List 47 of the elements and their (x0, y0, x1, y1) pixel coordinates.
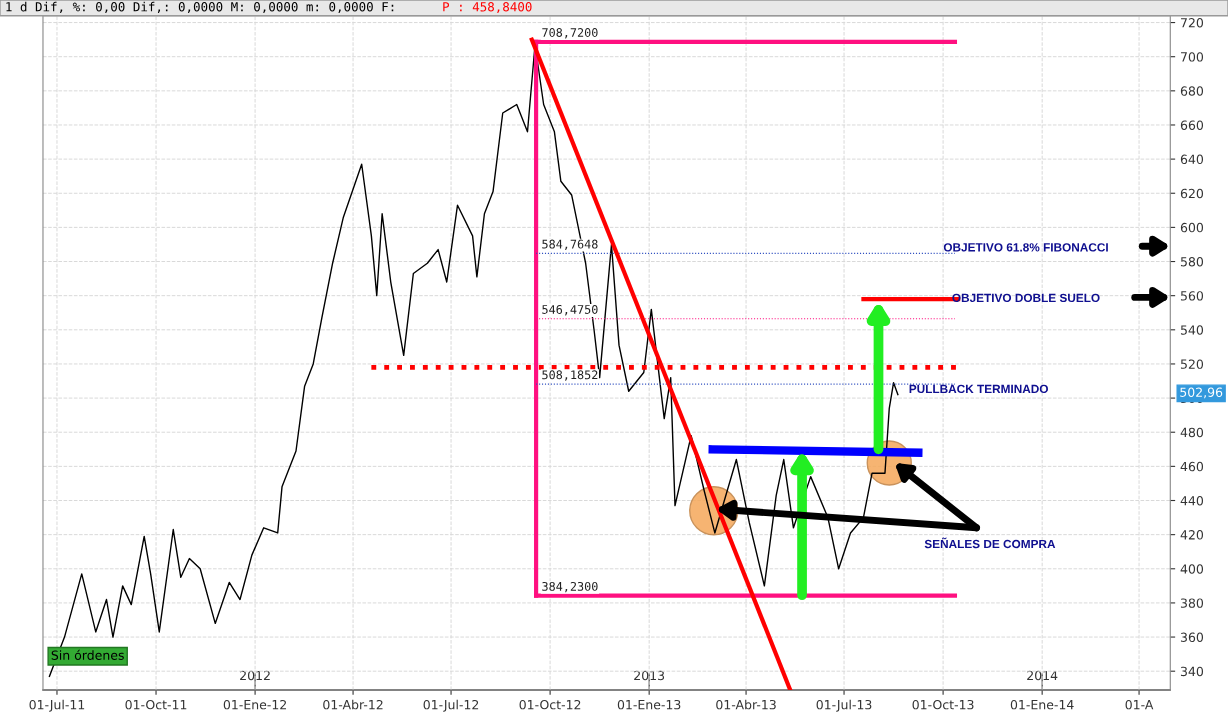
x-tick-label: 01-Ene-13 (617, 699, 681, 710)
y-tick-label: 640 (1180, 154, 1204, 165)
y-tick-label: 660 (1180, 120, 1204, 130)
x-tick-label: 01-Jul-13 (816, 699, 872, 712)
y-tick-label: 360 (1180, 632, 1204, 642)
y-tick-label: 520 (1180, 359, 1204, 369)
x2-tick-label: 2012 (240, 670, 270, 681)
annotation: 508,1852 (542, 370, 598, 381)
y-tick-label: 700 (1181, 52, 1204, 62)
x-tick-label: 01-Oct-11 (125, 699, 187, 710)
y-tick-label: 420 (1180, 530, 1204, 540)
x-tick-label: 01-Abr-13 (716, 699, 776, 710)
x-tick-label: 01-Oct-12 (519, 699, 581, 710)
y-tick-label: 560 (1180, 291, 1204, 301)
x-tick-label: 01-Abr-12 (323, 699, 383, 710)
y-tick-label: 480 (1180, 427, 1204, 438)
annotation: PULLBACK TERMINADO (909, 384, 1048, 394)
x2-tick-label: 2014 (1027, 670, 1058, 681)
chart-subtitle: P : 458,8400 (443, 2, 532, 14)
x-tick-label: 01-Jul-11 (29, 699, 85, 712)
y-tick-label: 680 (1180, 86, 1204, 96)
annotation: OBJETIVO 61.8% FIBONACCI (943, 243, 1108, 252)
x-tick-label: 01-Jul-12 (423, 699, 479, 712)
annotation: Sin órdenes (51, 649, 124, 660)
x-tick-label: 01-Oct-13 (912, 699, 974, 710)
annotation: 584,7648 (542, 239, 598, 251)
annotation: 384,2300 (542, 581, 598, 593)
annotation: 546,4750 (542, 304, 598, 316)
x-tick-label: 01-Ene-14 (1010, 699, 1074, 710)
y-tick-label: 400 (1180, 564, 1204, 574)
text: 502,96 (1180, 387, 1223, 399)
y-tick-label: 620 (1180, 188, 1204, 199)
y-tick-label: 380 (1180, 598, 1204, 608)
x2-tick-label: 2013 (634, 670, 665, 681)
y-tick-label: 340 (1180, 666, 1204, 677)
annotation: OBJETIVO DOBLE SUELO (952, 293, 1100, 303)
annotation: 708,7200 (542, 28, 598, 39)
y-tick-label: 580 (1180, 257, 1204, 267)
y-tick-label: 600 (1180, 222, 1204, 233)
x-tick-label: 01-Ene-12 (223, 699, 287, 710)
x-tick-label: 01-A (1125, 699, 1154, 710)
y-tick-label: 720 (1181, 18, 1204, 28)
annotation: SEÑALES DE COMPRA (924, 537, 1056, 549)
y-tick-label: 440 (1180, 495, 1204, 506)
chart-title: 1 d Dif, %: 0,00 Dif,: 0,0000 M: 0,0000 m: 0,0000 F: (6, 1, 394, 14)
y-tick-label: 540 (1180, 325, 1204, 335)
y-tick-label: 460 (1180, 461, 1204, 472)
